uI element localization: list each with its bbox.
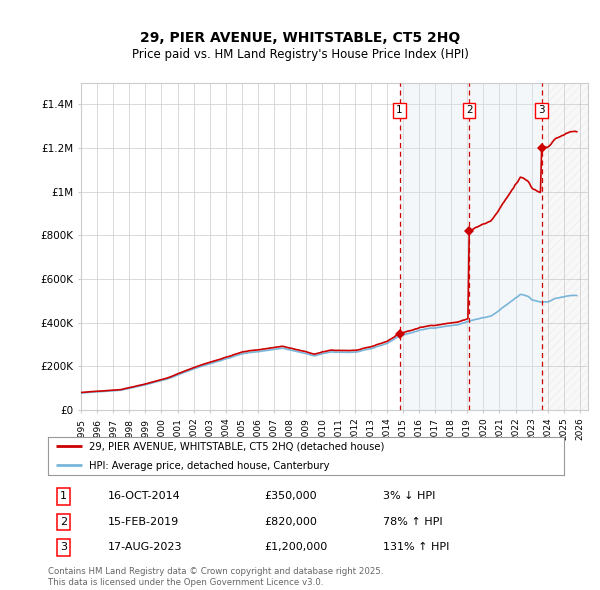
Text: Contains HM Land Registry data © Crown copyright and database right 2025.
This d: Contains HM Land Registry data © Crown c…: [48, 568, 383, 586]
Text: HPI: Average price, detached house, Canterbury: HPI: Average price, detached house, Cant…: [89, 461, 330, 471]
Text: 29, PIER AVENUE, WHITSTABLE, CT5 2HQ: 29, PIER AVENUE, WHITSTABLE, CT5 2HQ: [140, 31, 460, 45]
Bar: [542, 83, 588, 410]
Text: Price paid vs. HM Land Registry's House Price Index (HPI): Price paid vs. HM Land Registry's House …: [131, 48, 469, 61]
Text: 1: 1: [396, 106, 403, 116]
Text: 3: 3: [60, 542, 67, 552]
Text: £820,000: £820,000: [265, 517, 317, 527]
Text: 16-OCT-2014: 16-OCT-2014: [107, 491, 180, 502]
Text: 29, PIER AVENUE, WHITSTABLE, CT5 2HQ (detached house): 29, PIER AVENUE, WHITSTABLE, CT5 2HQ (de…: [89, 442, 385, 452]
Text: 3% ↓ HPI: 3% ↓ HPI: [383, 491, 436, 502]
Text: 131% ↑ HPI: 131% ↑ HPI: [383, 542, 450, 552]
Text: 2: 2: [466, 106, 473, 116]
Text: 17-AUG-2023: 17-AUG-2023: [107, 542, 182, 552]
Text: 2: 2: [60, 517, 67, 527]
Bar: [400, 83, 542, 410]
Text: 78% ↑ HPI: 78% ↑ HPI: [383, 517, 443, 527]
Text: £350,000: £350,000: [265, 491, 317, 502]
Text: 1: 1: [60, 491, 67, 502]
Text: 3: 3: [538, 106, 545, 116]
Text: 15-FEB-2019: 15-FEB-2019: [107, 517, 179, 527]
Text: £1,200,000: £1,200,000: [265, 542, 328, 552]
